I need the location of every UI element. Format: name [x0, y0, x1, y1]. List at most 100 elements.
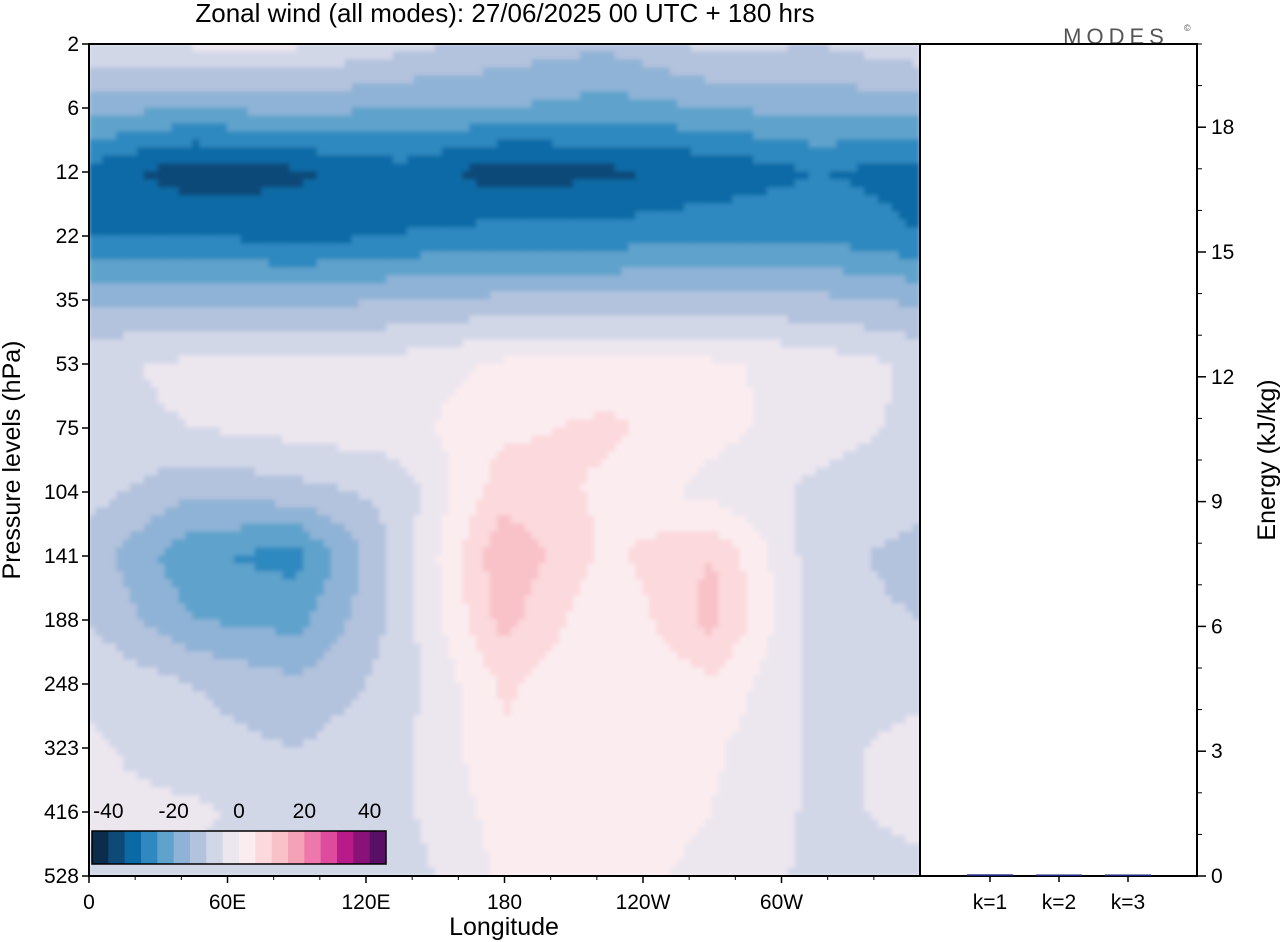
heatmap-cell	[296, 299, 305, 309]
heatmap-cell	[760, 75, 769, 85]
heatmap-cell	[400, 131, 409, 141]
heatmap-cell	[677, 339, 686, 349]
heatmap-cell	[323, 307, 332, 317]
heatmap-cell	[836, 355, 845, 365]
heatmap-cell	[386, 51, 395, 61]
heatmap-cell	[95, 107, 104, 117]
heatmap-cell	[448, 323, 457, 333]
heatmap-cell	[143, 339, 152, 349]
heatmap-cell	[642, 91, 651, 101]
heatmap-cell	[545, 259, 554, 269]
heatmap-cell	[247, 107, 256, 117]
heatmap-cell	[455, 67, 464, 77]
heatmap-cell	[123, 275, 132, 285]
heatmap-cell	[178, 211, 187, 221]
heatmap-cell	[884, 179, 893, 189]
heatmap-cell	[587, 235, 596, 245]
heatmap-cell	[455, 355, 464, 365]
heatmap-cell	[275, 59, 284, 69]
heatmap-cell	[109, 339, 118, 349]
heatmap-cell	[780, 171, 790, 181]
heatmap-cell	[884, 187, 893, 197]
heatmap-cell	[510, 315, 519, 325]
heatmap-cell	[330, 107, 339, 117]
heatmap-cell	[219, 83, 229, 93]
heatmap-cell	[358, 147, 367, 157]
heatmap-cell	[517, 83, 526, 93]
heatmap-cell	[261, 131, 270, 141]
heatmap-cell	[150, 235, 159, 245]
heatmap-cell	[843, 195, 852, 205]
heatmap-cell	[905, 267, 914, 277]
heatmap-cell	[157, 163, 166, 173]
heatmap-cell	[316, 203, 326, 213]
heatmap-cell	[704, 227, 713, 237]
heatmap-cell	[213, 363, 222, 373]
heatmap-cell	[386, 307, 395, 317]
heatmap-cell	[780, 339, 790, 349]
heatmap-cell	[850, 267, 859, 277]
heatmap-cell	[580, 219, 589, 229]
heatmap-cell	[455, 267, 464, 277]
heatmap-cell	[607, 83, 616, 93]
heatmap-cell	[600, 355, 609, 365]
heatmap-cell	[469, 251, 478, 261]
heatmap-cell	[261, 171, 270, 181]
heatmap-cell	[746, 227, 755, 237]
heatmap-cell	[690, 83, 700, 93]
heatmap-cell	[531, 171, 540, 181]
heatmap-cell	[773, 315, 783, 325]
heatmap-cell	[690, 259, 700, 269]
heatmap-cell	[261, 44, 270, 53]
heatmap-cell	[912, 75, 920, 85]
heatmap-cell	[171, 107, 180, 117]
heatmap-cell	[469, 363, 478, 373]
heatmap-cell	[178, 307, 187, 317]
heatmap-cell	[857, 83, 866, 93]
heatmap-cell	[136, 59, 146, 69]
heatmap-cell	[517, 371, 526, 381]
heatmap-cell	[406, 211, 416, 221]
heatmap-cell	[559, 211, 568, 221]
heatmap-cell	[683, 171, 693, 181]
heatmap-cell	[400, 251, 409, 261]
heatmap-cell	[870, 339, 880, 349]
heatmap-cell	[406, 91, 416, 101]
heatmap-cell	[462, 355, 471, 365]
heatmap-cell	[614, 219, 623, 229]
heatmap-cell	[386, 67, 395, 77]
heatmap-cell	[469, 291, 478, 301]
heatmap-cell	[116, 67, 125, 77]
heatmap-cell	[261, 283, 270, 293]
heatmap-cell	[573, 331, 582, 341]
heatmap-cell	[905, 203, 914, 213]
heatmap-cell	[704, 44, 713, 53]
heatmap-cell	[490, 355, 499, 365]
heatmap-cell	[164, 227, 173, 237]
heatmap-cell	[614, 155, 623, 165]
heatmap-cell	[877, 139, 886, 149]
heatmap-cell	[510, 203, 519, 213]
heatmap-cell	[240, 147, 249, 157]
heatmap-cell	[905, 187, 914, 197]
heatmap-cell	[323, 243, 332, 253]
heatmap-cell	[496, 59, 506, 69]
heatmap-cell	[330, 267, 339, 277]
heatmap-cell	[219, 339, 229, 349]
heatmap-cell	[143, 307, 152, 317]
heatmap-cell	[503, 331, 513, 341]
heatmap-cell	[344, 131, 353, 141]
heatmap-cell	[296, 323, 305, 333]
heatmap-cell	[801, 363, 810, 373]
heatmap-cell	[316, 299, 326, 309]
heatmap-cell	[462, 139, 471, 149]
heatmap-cell	[656, 115, 665, 125]
heatmap-cell	[635, 59, 644, 69]
heatmap-cell	[870, 227, 880, 237]
heatmap-cell	[704, 203, 713, 213]
heatmap-cell	[891, 44, 900, 53]
heatmap-cell	[905, 307, 914, 317]
heatmap-cell	[587, 44, 596, 53]
heatmap-cell	[247, 371, 256, 381]
heatmap-cell	[185, 51, 194, 61]
